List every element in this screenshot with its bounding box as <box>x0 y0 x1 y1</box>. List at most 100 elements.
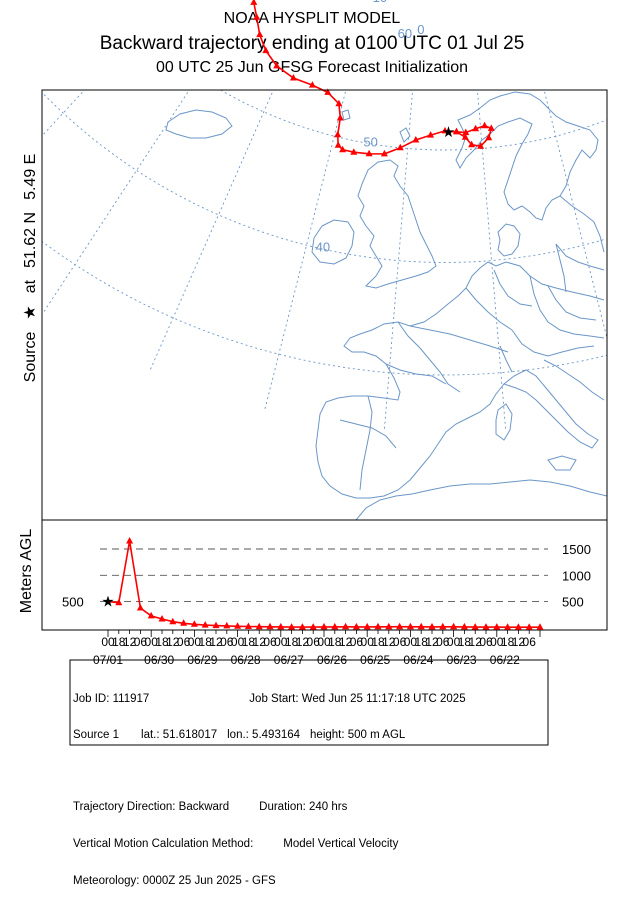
hour-label: 06 <box>220 635 234 649</box>
height-tick-label: 1000 <box>562 568 591 583</box>
trajectory-marker <box>485 133 493 141</box>
hour-label: 18 <box>199 635 213 649</box>
source-lon-value: lon.: 5.493164 <box>227 729 301 742</box>
height-marker <box>277 622 285 630</box>
hour-label: 18 <box>371 635 385 649</box>
trajectory-marker <box>462 128 470 136</box>
trajectory-marker <box>339 145 347 153</box>
trajectory-marker <box>472 124 480 132</box>
height-marker <box>406 622 414 630</box>
job-id: Job ID: 111917 <box>73 692 150 705</box>
coastline-ireland <box>311 219 355 265</box>
trajectory-marker <box>396 143 404 151</box>
trajectory-marker <box>262 46 270 54</box>
trajectory-marker <box>289 74 297 81</box>
hour-label: 12 <box>382 635 396 649</box>
height-marker <box>482 623 490 630</box>
hour-label: 06 <box>177 635 191 649</box>
hour-label: 12 <box>209 635 223 649</box>
trajectory-marker <box>253 13 261 20</box>
latitude-line <box>219 90 607 151</box>
hour-label: 00 <box>188 635 202 649</box>
height-marker <box>244 622 252 629</box>
height-marker <box>450 622 458 630</box>
height-marker <box>288 623 296 630</box>
height-marker <box>439 622 447 630</box>
trajectory-marker <box>250 0 258 5</box>
hour-label: 06 <box>134 635 148 649</box>
coastline-iceland <box>165 109 233 139</box>
coastline-italy <box>502 369 599 449</box>
trajectory-marker <box>365 149 373 157</box>
height-marker <box>169 617 177 625</box>
height-marker <box>374 622 382 630</box>
height-marker <box>428 622 436 630</box>
height-marker <box>298 623 306 630</box>
run-info-panel: Job ID: 111917 Job Start: Wed Jun 25 11:1… <box>73 668 466 899</box>
height-marker <box>363 622 371 630</box>
trajectory-marker <box>273 61 281 69</box>
height-marker <box>234 622 242 629</box>
coastline-sweden-finland <box>555 195 605 271</box>
hour-label: 12 <box>339 635 353 649</box>
hour-label: 00 <box>404 635 418 649</box>
height-marker <box>136 604 144 611</box>
trajectory-marker <box>441 126 449 134</box>
hour-label: 06 <box>523 635 537 649</box>
hour-label: 06 <box>393 635 407 649</box>
trajectory-marker <box>481 121 489 129</box>
coastline-balkans <box>543 359 605 401</box>
height-line <box>107 540 540 628</box>
map-source-star-icon: ★ <box>442 124 455 141</box>
hour-label: 12 <box>512 635 526 649</box>
height-marker <box>158 615 166 622</box>
trajectory-marker <box>256 30 264 38</box>
height-marker <box>331 622 339 630</box>
hour-label: 18 <box>501 635 515 649</box>
height-marker <box>266 622 274 630</box>
height-marker <box>525 623 533 630</box>
height-marker <box>342 622 350 630</box>
hour-label: 06 <box>479 635 493 649</box>
height-marker <box>396 622 404 630</box>
trajectory-duration: Duration: 240 hrs <box>259 800 348 813</box>
hour-label: 18 <box>415 635 429 649</box>
height-marker <box>536 623 544 630</box>
hour-label: 12 <box>253 635 267 649</box>
trajectory-marker <box>461 133 469 140</box>
height-marker <box>504 623 512 630</box>
hour-label: 06 <box>350 635 364 649</box>
coastline-shetland <box>341 109 411 143</box>
hour-label: 18 <box>458 635 472 649</box>
chart-title: NOAA HYSPLIT MODEL <box>223 10 401 27</box>
height-marker <box>493 623 501 630</box>
source-height-value: height: 500 m AGL <box>310 729 406 742</box>
latitude-label: 50 <box>363 135 377 150</box>
hour-label: 00 <box>231 635 245 649</box>
height-marker <box>201 621 209 628</box>
height-marker <box>212 621 220 629</box>
hour-label: 06 <box>436 635 450 649</box>
coastline-sardinia-corsica <box>495 403 513 441</box>
height-marker <box>190 620 198 627</box>
coastline-continent <box>315 261 605 499</box>
hour-label: 00 <box>145 635 159 649</box>
height-axis-label: Meters AGL <box>18 528 35 614</box>
hour-label: 00 <box>101 635 115 649</box>
hour-label: 18 <box>242 635 256 649</box>
height-marker <box>320 622 328 630</box>
hour-label: 12 <box>425 635 439 649</box>
country-borders <box>339 243 605 491</box>
height-marker <box>471 623 479 630</box>
coastline-north-africa <box>355 479 607 520</box>
trajectory-marker <box>308 81 316 88</box>
coastline-norway <box>455 91 599 221</box>
height-tick-label: 1500 <box>562 542 591 557</box>
height-tick-label: 500 <box>562 595 584 610</box>
hour-label: 00 <box>361 635 375 649</box>
trajectory-marker <box>468 140 476 148</box>
hour-label: 12 <box>469 635 483 649</box>
height-marker <box>385 622 393 630</box>
hour-label: 12 <box>123 635 137 649</box>
trajectory-marker <box>350 148 358 155</box>
